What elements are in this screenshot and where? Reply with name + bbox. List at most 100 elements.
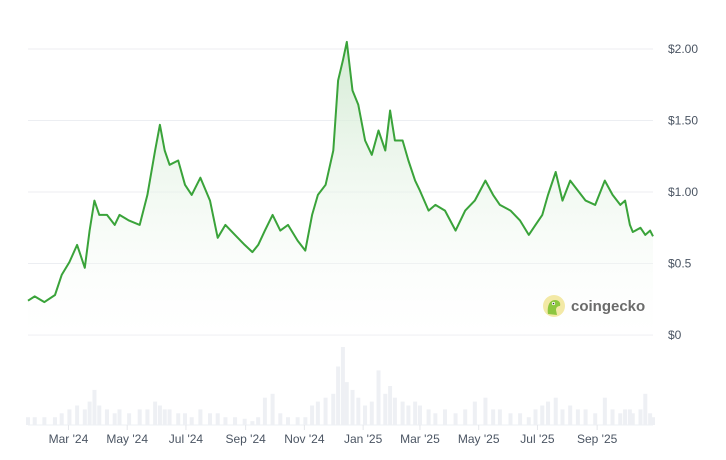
- volume-bar: [262, 397, 267, 425]
- volume-bar: [546, 401, 551, 425]
- coingecko-logo-icon: [543, 295, 565, 317]
- volume-bar: [278, 413, 283, 425]
- volume-bar: [67, 409, 72, 425]
- x-tick-label: May '25: [458, 432, 500, 446]
- volume-bar: [413, 401, 418, 425]
- volume-bar: [75, 405, 80, 425]
- volume-bar: [331, 393, 336, 425]
- volume-bar: [42, 417, 47, 425]
- volume-bar: [157, 405, 162, 425]
- volume-bar: [82, 409, 87, 425]
- volume-bar: [363, 405, 368, 425]
- volume-bar: [651, 417, 655, 425]
- volume-bar: [383, 393, 388, 425]
- volume-bar: [104, 409, 109, 425]
- volume-bar: [145, 409, 150, 425]
- volume-bar: [92, 389, 97, 425]
- volume-bar: [593, 413, 598, 425]
- volume-bar: [472, 401, 477, 425]
- y-tick-label: $2.00: [668, 42, 698, 56]
- volume-bar: [32, 417, 37, 425]
- volume-bar: [526, 417, 531, 425]
- volume-bar: [388, 386, 393, 425]
- x-axis: Mar '24 May '24 Jul '24 Sep '24 Nov '24 Jan '…: [49, 425, 618, 446]
- volume-bar: [508, 413, 513, 425]
- volume-bar: [575, 409, 580, 425]
- volume-bar: [417, 405, 422, 425]
- volume-bar: [630, 413, 635, 425]
- x-tick-label: Jul '25: [520, 432, 555, 446]
- volume-bar: [638, 409, 643, 425]
- x-tick-label: Sep '24: [225, 432, 266, 446]
- volume-bar: [553, 397, 558, 425]
- volume-bar: [340, 347, 345, 425]
- volume-bar: [242, 418, 247, 425]
- volume-bar: [176, 413, 181, 425]
- volume-bar: [369, 401, 374, 425]
- volume-bar: [463, 409, 468, 425]
- price-area: [28, 41, 653, 336]
- volume-bar: [112, 413, 117, 425]
- volume-bar: [233, 417, 238, 425]
- volume-bar: [315, 401, 320, 425]
- volume-bar: [540, 405, 545, 425]
- volume-bar: [137, 409, 142, 425]
- volume-bar: [356, 397, 361, 425]
- price-line: [27, 40, 654, 304]
- y-tick-label: $0: [668, 328, 682, 342]
- x-tick-label: May '24: [106, 432, 148, 446]
- volume-bar: [583, 409, 588, 425]
- volume-bar: [336, 366, 341, 425]
- volume-bar: [52, 417, 57, 425]
- volume-bar: [610, 409, 615, 425]
- watermark-text: coingecko: [571, 297, 646, 315]
- volume-bar: [618, 413, 623, 425]
- volume-bar: [223, 417, 228, 425]
- volume-bar: [518, 413, 523, 425]
- volume-bar: [59, 413, 64, 425]
- volume-bar: [497, 409, 502, 425]
- volume-bar: [310, 405, 315, 425]
- y-tick-label: $1.50: [668, 114, 698, 128]
- volume-bar: [295, 417, 300, 425]
- volume-bar: [491, 409, 496, 425]
- volume-bar: [270, 393, 275, 425]
- volume-bar: [426, 409, 431, 425]
- volume-bar: [26, 417, 30, 425]
- volume-bar: [400, 401, 405, 425]
- y-tick-label: $0.5: [668, 257, 692, 271]
- x-tick-label: Mar '24: [49, 432, 89, 446]
- volume-bar: [533, 409, 538, 425]
- price-points: [27, 41, 654, 303]
- volume-bar: [208, 413, 213, 425]
- volume-bar: [433, 413, 438, 425]
- x-tick-label: Nov '24: [284, 432, 325, 446]
- volume-bar: [167, 409, 172, 425]
- volume-bar: [623, 409, 628, 425]
- x-tick-label: Jul '24: [169, 432, 204, 446]
- coingecko-watermark: coingecko: [543, 295, 645, 317]
- volume-bar: [350, 389, 355, 425]
- volume-bar: [215, 413, 220, 425]
- volume-bar: [256, 417, 261, 425]
- volume-bar: [87, 401, 92, 425]
- volume-bar: [162, 409, 167, 425]
- volume-bar: [483, 397, 488, 425]
- volume-bar: [323, 397, 328, 425]
- volume-bar: [568, 405, 573, 425]
- volume-bars: [26, 347, 655, 426]
- x-tick-label: Jan '25: [344, 432, 383, 446]
- volume-bar: [182, 413, 187, 425]
- volume-bar: [392, 397, 397, 425]
- volume-bar: [127, 413, 132, 425]
- volume-bar: [344, 382, 349, 425]
- volume-bar: [648, 413, 653, 425]
- volume-bar: [303, 417, 308, 425]
- volume-bar: [602, 397, 607, 425]
- volume-bar: [153, 401, 158, 425]
- volume-bar: [560, 409, 565, 425]
- volume-bar: [643, 393, 648, 425]
- volume-bar: [117, 409, 122, 425]
- volume-bar: [189, 417, 194, 425]
